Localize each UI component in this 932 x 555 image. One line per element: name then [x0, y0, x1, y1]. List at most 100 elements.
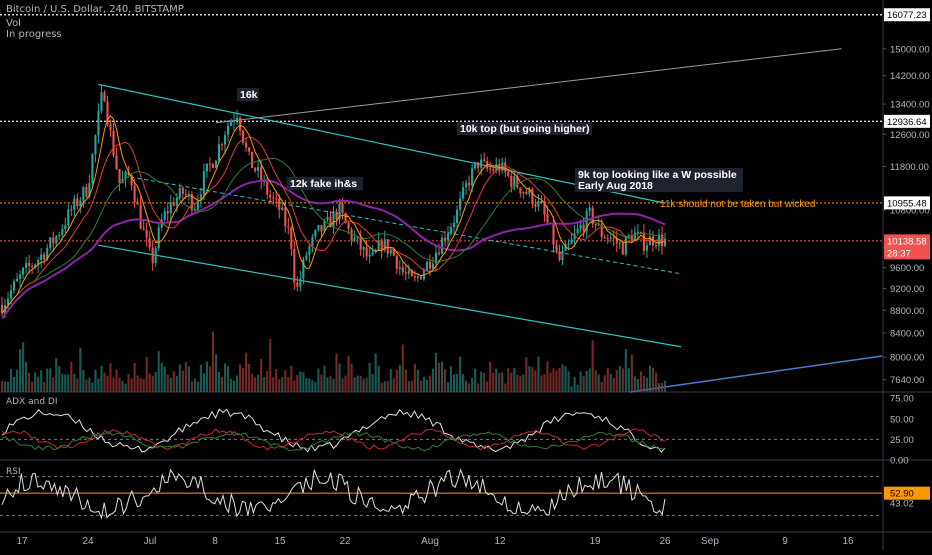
candle-body [606, 238, 609, 240]
volume-bar [507, 368, 510, 392]
volume-bar [302, 372, 305, 392]
volume-bar [112, 377, 115, 392]
ma-mid-line [1, 136, 666, 314]
volume-bar [513, 368, 516, 392]
volume-bar [528, 365, 531, 392]
candle-body [335, 211, 338, 220]
volume-bar [223, 363, 227, 392]
candle-body [254, 167, 257, 171]
volume-bar [573, 376, 576, 392]
candle-body [449, 227, 453, 234]
volume-bar [154, 372, 157, 392]
volume-bar [148, 373, 151, 392]
candle-body [597, 224, 600, 226]
volume-bar [115, 369, 118, 392]
volume-bar [377, 366, 380, 392]
volume-bar [398, 364, 401, 392]
volume-bar [320, 374, 323, 392]
candle-body [323, 220, 326, 232]
volume-bar [495, 368, 498, 392]
volume-bar [407, 381, 410, 392]
volume-bar [555, 370, 558, 392]
volume-bar [245, 352, 248, 392]
candle-body [525, 192, 528, 195]
candle-body [112, 130, 115, 156]
candle-body [329, 216, 332, 228]
volume-bar [483, 373, 486, 392]
volume-bar [142, 379, 145, 392]
candle-body [510, 175, 513, 187]
candle-body [588, 207, 591, 211]
volume-bar [416, 369, 419, 392]
volume-bar [338, 363, 341, 392]
volume-bar [350, 363, 353, 392]
volume-bar [151, 375, 154, 392]
candle-body [184, 193, 187, 195]
ma-long-line [1, 179, 666, 319]
volume-bar [236, 375, 239, 392]
volume-bar [371, 374, 374, 392]
volume-bar [624, 349, 627, 392]
volume-bar [492, 372, 495, 392]
candle-body [398, 267, 401, 269]
candle-body [55, 236, 58, 244]
candle-body [537, 201, 540, 207]
candle-body [368, 254, 371, 257]
volume-bar [287, 376, 290, 392]
volume-bar [25, 362, 28, 392]
candle-body [220, 144, 224, 146]
volume-bar [510, 372, 513, 392]
volume-bar [85, 379, 88, 392]
candle-body [145, 230, 148, 238]
volume-bar [561, 364, 564, 392]
candle-body [371, 252, 374, 255]
candle-body [281, 207, 284, 210]
volume-bar [178, 364, 181, 392]
x-tick-label: 22 [339, 536, 351, 547]
candle-body [404, 272, 407, 274]
candle-body [600, 224, 603, 237]
candle-body [311, 236, 314, 247]
candle-body [245, 142, 248, 148]
volume-bar [70, 361, 73, 392]
candle-body [40, 254, 43, 260]
candle-body [130, 175, 133, 186]
volume-bar [401, 344, 404, 392]
volume-bar [642, 376, 645, 392]
candle-body [19, 274, 22, 279]
candle-body [115, 155, 118, 170]
volume-bar [220, 376, 224, 392]
volume-bar [28, 372, 31, 392]
annotation-box [457, 122, 592, 135]
volume-bar [226, 366, 230, 392]
volume-bar [540, 375, 543, 392]
candle-body [299, 278, 302, 287]
volume-bar [52, 377, 55, 392]
x-tick-label: Sep [701, 536, 719, 547]
candle-body [362, 247, 365, 250]
volume-bar [157, 351, 160, 392]
candle-body [214, 160, 218, 168]
volume-bar [486, 381, 489, 392]
rsi-current-label: 52.90 [890, 489, 914, 500]
volume-bar [471, 377, 474, 392]
candle-body [97, 111, 100, 136]
volume-bar [317, 368, 320, 392]
candle-body [618, 242, 621, 244]
volume-bar [67, 374, 70, 392]
candle-body [546, 214, 549, 223]
volume-bar [169, 377, 172, 392]
candle-body [34, 264, 37, 267]
price-tick-label: 7640.00 [890, 375, 924, 386]
price-label: 28:37 [887, 248, 911, 259]
volume-bar [12, 376, 16, 392]
volume-bar [660, 382, 664, 392]
candle-body [127, 171, 130, 176]
price-label-box [884, 234, 930, 248]
candle-body [413, 276, 416, 278]
volume-bar [380, 383, 383, 392]
volume-bar [413, 363, 416, 392]
volume-bar [79, 347, 82, 392]
volume-bar [564, 366, 567, 392]
